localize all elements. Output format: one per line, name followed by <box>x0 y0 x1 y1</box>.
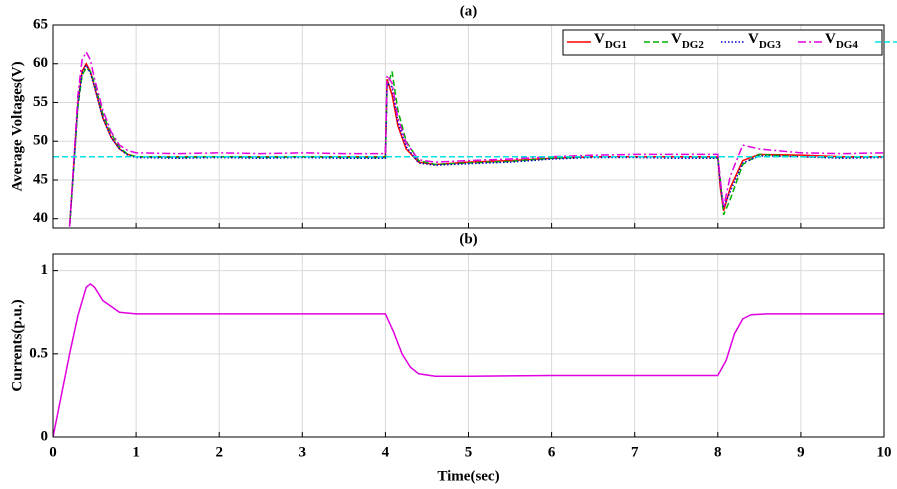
panel-title: (b) <box>459 231 477 247</box>
x-tick-label: 2 <box>215 444 223 460</box>
legend-label: VDG1 <box>594 31 627 50</box>
y-tick-label: 1 <box>41 262 49 278</box>
x-tick-label: 6 <box>548 444 556 460</box>
y-tick-label: 50 <box>33 133 48 149</box>
series-line <box>68 50 884 227</box>
y-tick-label: 60 <box>33 55 48 71</box>
y-tick-label: 65 <box>33 16 48 32</box>
legend-label: VDG2 <box>671 31 704 50</box>
plot-area <box>53 50 884 227</box>
x-tick-label: 5 <box>465 444 473 460</box>
x-axis-label: Time(sec) <box>437 468 499 484</box>
series-line <box>53 282 884 437</box>
series-line <box>68 66 884 227</box>
axes-frame <box>52 24 885 229</box>
x-tick-label: 0 <box>49 444 57 460</box>
x-tick-label: 1 <box>132 444 140 460</box>
x-tick-label: 8 <box>714 444 722 460</box>
y-axis-label: Average Voltages(V) <box>9 61 25 191</box>
legend-label: VDG3 <box>748 31 781 50</box>
x-tick-label: 9 <box>797 444 805 460</box>
legend-label: VDG4 <box>825 31 858 50</box>
series-line <box>68 62 884 227</box>
y-tick-label: 45 <box>33 171 48 187</box>
x-tick-label: 10 <box>877 444 892 460</box>
y-tick-label: 0.5 <box>29 345 48 361</box>
y-axis-label: Currents(p.u.) <box>9 299 25 391</box>
series-line <box>68 63 884 227</box>
y-tick-label: 0 <box>41 428 49 444</box>
y-tick-label: 55 <box>33 94 48 110</box>
x-tick-label: 3 <box>299 444 307 460</box>
axes-frame <box>52 253 885 438</box>
x-tick-label: 4 <box>382 444 390 460</box>
x-tick-label: 7 <box>631 444 639 460</box>
y-tick-label: 40 <box>33 210 48 226</box>
plot-area <box>53 282 884 437</box>
panel-title: (a) <box>460 3 478 19</box>
